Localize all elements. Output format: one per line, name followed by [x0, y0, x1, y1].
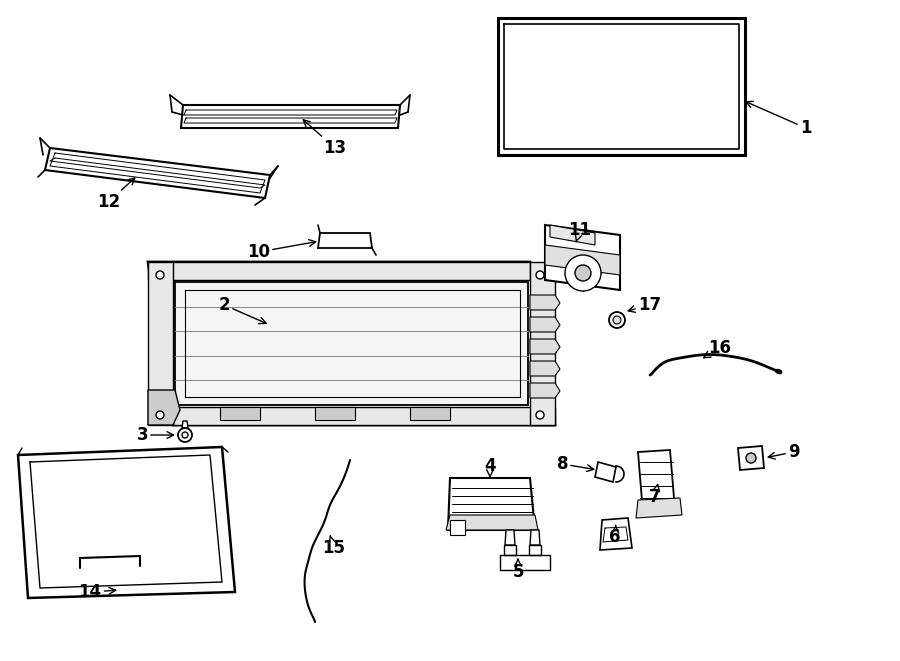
Circle shape — [182, 432, 188, 438]
Polygon shape — [318, 233, 372, 248]
Text: 4: 4 — [484, 457, 496, 478]
Polygon shape — [529, 545, 541, 555]
Polygon shape — [545, 245, 620, 275]
Text: 15: 15 — [322, 536, 345, 557]
Polygon shape — [173, 407, 555, 425]
Polygon shape — [450, 520, 465, 535]
Text: 12: 12 — [97, 178, 135, 211]
Polygon shape — [148, 262, 555, 425]
Text: 17: 17 — [628, 296, 662, 314]
Text: 8: 8 — [556, 455, 594, 473]
Polygon shape — [175, 282, 528, 405]
Polygon shape — [530, 530, 540, 545]
Text: 1: 1 — [746, 101, 812, 137]
Polygon shape — [530, 262, 555, 425]
Circle shape — [746, 453, 756, 463]
Polygon shape — [315, 407, 355, 420]
Text: 9: 9 — [769, 443, 799, 461]
Circle shape — [575, 265, 591, 281]
Circle shape — [613, 316, 621, 324]
Polygon shape — [545, 225, 620, 290]
Text: 13: 13 — [303, 120, 346, 157]
Polygon shape — [220, 407, 260, 420]
Polygon shape — [738, 446, 764, 470]
Circle shape — [156, 271, 164, 279]
Polygon shape — [505, 530, 515, 545]
Text: 7: 7 — [649, 485, 661, 506]
Polygon shape — [530, 339, 560, 354]
Text: 10: 10 — [247, 240, 316, 261]
Polygon shape — [530, 317, 560, 332]
Polygon shape — [530, 295, 560, 310]
Polygon shape — [504, 545, 516, 555]
Circle shape — [536, 271, 544, 279]
Polygon shape — [410, 407, 450, 420]
Polygon shape — [182, 421, 188, 428]
Polygon shape — [636, 498, 682, 518]
Polygon shape — [498, 18, 745, 155]
Text: 2: 2 — [219, 296, 266, 324]
Polygon shape — [595, 462, 616, 482]
Polygon shape — [18, 447, 235, 598]
Polygon shape — [45, 148, 270, 198]
Polygon shape — [600, 518, 632, 550]
Text: 5: 5 — [512, 559, 524, 581]
Text: 3: 3 — [137, 426, 174, 444]
Polygon shape — [148, 390, 180, 425]
Polygon shape — [448, 478, 535, 530]
Text: 16: 16 — [704, 339, 731, 358]
Circle shape — [565, 255, 601, 291]
Circle shape — [609, 312, 625, 328]
Text: 11: 11 — [569, 221, 591, 242]
Polygon shape — [530, 361, 560, 376]
Text: 14: 14 — [78, 583, 116, 601]
Polygon shape — [530, 383, 560, 398]
Circle shape — [156, 411, 164, 419]
Polygon shape — [148, 262, 530, 280]
Polygon shape — [181, 105, 400, 128]
Text: 6: 6 — [609, 525, 621, 546]
Polygon shape — [148, 262, 173, 425]
Polygon shape — [550, 225, 595, 245]
Circle shape — [536, 411, 544, 419]
Circle shape — [178, 428, 192, 442]
Polygon shape — [638, 450, 675, 513]
Polygon shape — [446, 515, 538, 530]
